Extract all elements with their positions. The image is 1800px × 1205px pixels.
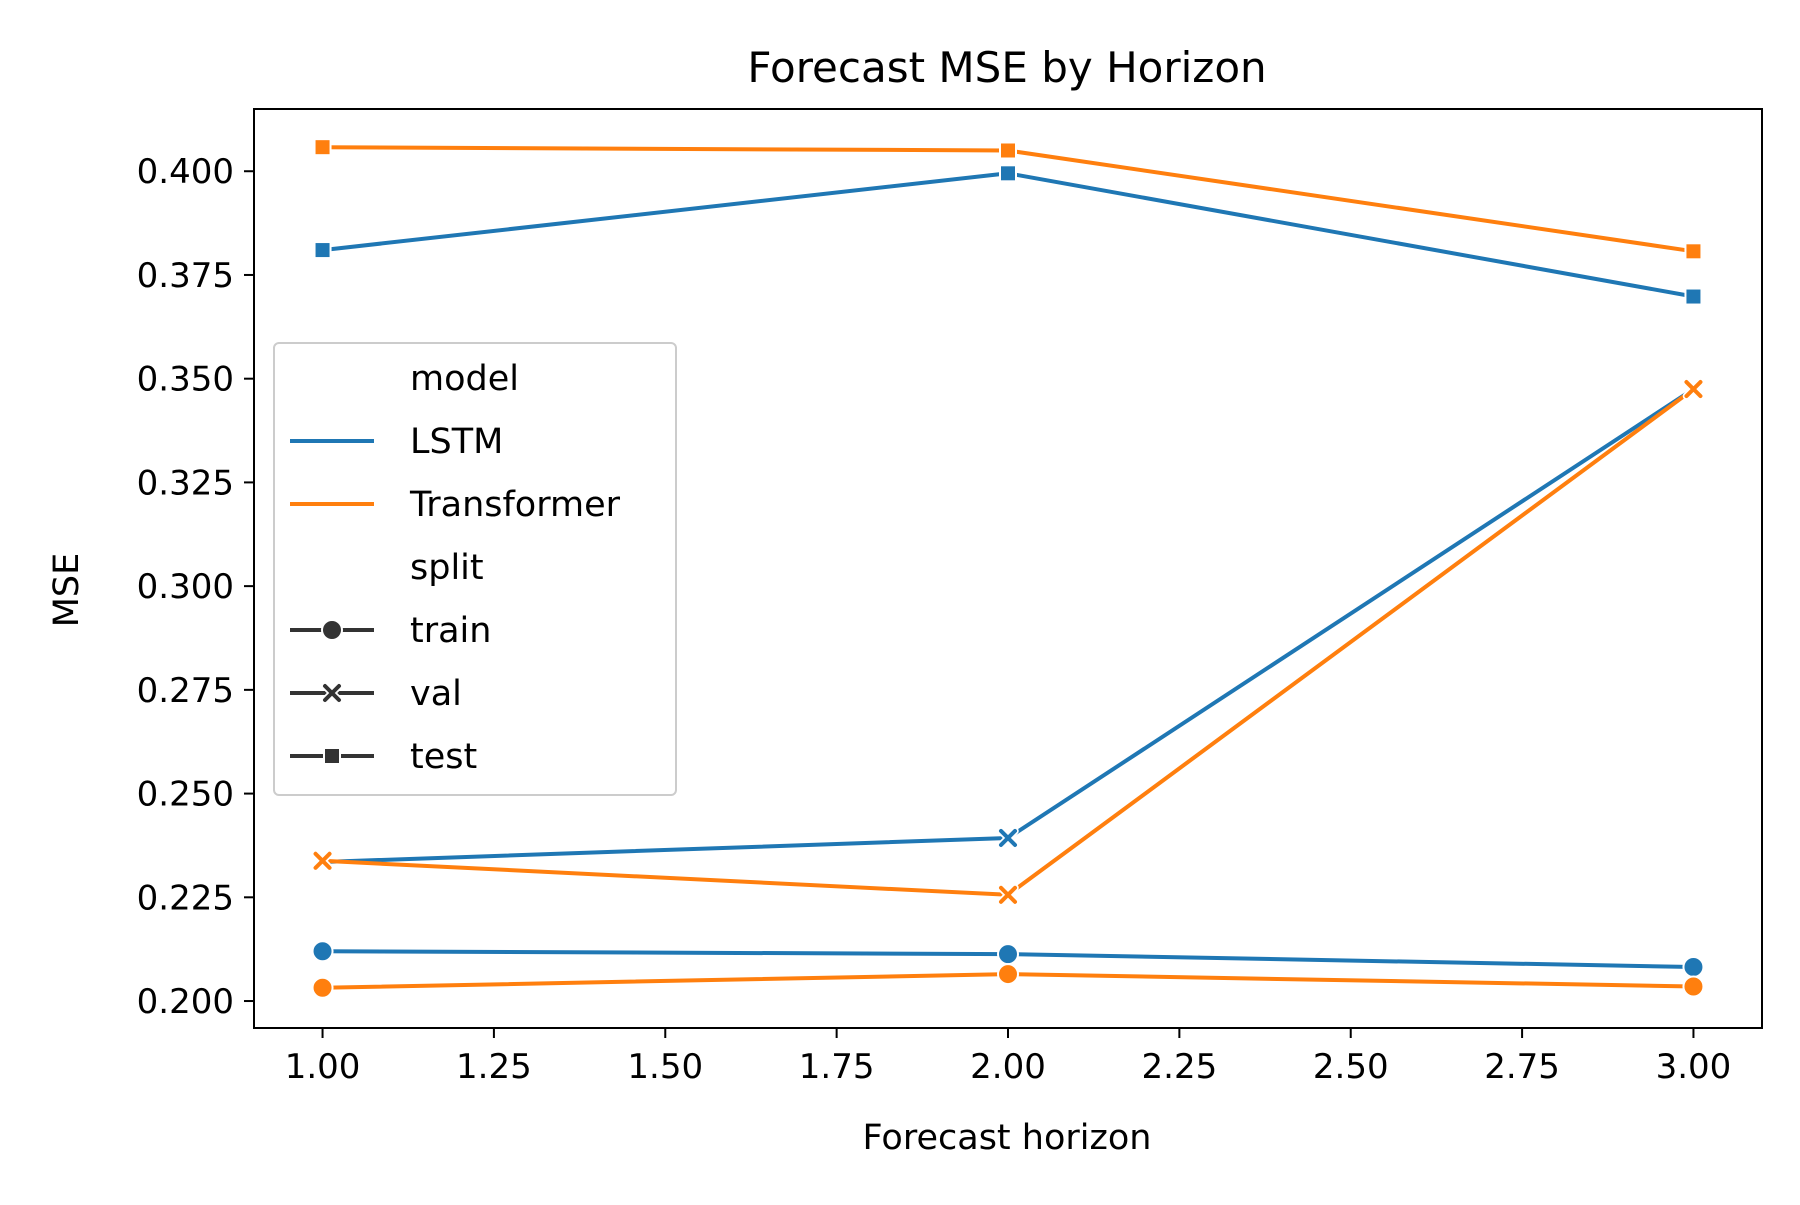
data-point-transformer-train-2 (997, 963, 1019, 986)
y-tick-label: 0.275 (137, 671, 234, 711)
x-tick-label: 1.50 (627, 1047, 703, 1087)
legend-item-test-label: test (410, 737, 477, 777)
x-tick-label: 3.00 (1656, 1047, 1732, 1087)
legend-item-val-marker-stroke (323, 684, 341, 702)
x-tick-label: 2.25 (1142, 1047, 1218, 1087)
x-tick-label: 1.25 (456, 1047, 532, 1087)
y-tick-label: 0.200 (137, 982, 234, 1022)
data-point-transformer-train-3 (1682, 975, 1705, 998)
chart-title: Forecast MSE by Horizon (747, 43, 1266, 92)
data-point-transformer-val-2-stroke (999, 885, 1017, 904)
data-point-lstm-test-1 (313, 241, 332, 260)
legend-item-train-label: train (410, 611, 491, 651)
data-point-transformer-test-1 (313, 138, 332, 157)
data-point-transformer-val-3-stroke (1684, 380, 1703, 399)
data-point-transformer-val-2 (997, 884, 1019, 906)
data-point-transformer-val-1-stroke (313, 851, 332, 870)
y-tick-label: 0.325 (137, 463, 234, 503)
x-tick-label: 2.75 (1484, 1047, 1560, 1087)
legend-item-test-marker (323, 747, 341, 765)
x-axis-title: Forecast horizon (863, 1118, 1152, 1158)
legend-item-train-marker (321, 619, 343, 641)
y-tick-label: 0.250 (137, 775, 234, 815)
data-point-transformer-train-1 (311, 976, 334, 999)
data-point-lstm-val-2-stroke (999, 828, 1017, 847)
y-tick-label: 0.225 (137, 878, 234, 918)
x-tick-label: 2.50 (1313, 1047, 1389, 1087)
y-tick-label: 0.300 (137, 567, 234, 607)
legend: model LSTM Transformer split train val test (273, 342, 677, 796)
data-point-transformer-val-3 (1682, 378, 1705, 400)
x-tick-label: 1.00 (285, 1047, 361, 1087)
data-point-transformer-val-1 (311, 850, 334, 872)
legend-item-val-marker (321, 682, 343, 704)
legend-item-val-label: val (410, 674, 462, 714)
axes-layer: 1.00 1.25 1.50 1.75 2.00 2.25 2.50 2.75 3.00 0.20… (137, 108, 1763, 1087)
data-point-lstm-train-3 (1682, 956, 1705, 979)
data-point-lstm-val-2 (997, 827, 1019, 849)
data-layer (311, 138, 1705, 999)
y-tick-label: 0.350 (137, 360, 234, 400)
series-line-transformer-test (320, 145, 1696, 254)
y-tick-label: 0.400 (137, 152, 234, 192)
x-tick-label: 2.00 (970, 1047, 1046, 1087)
y-axis-title: MSE (47, 553, 87, 628)
data-point-transformer-test-3 (1684, 242, 1703, 261)
legend-item-transformer-label: Transformer (409, 485, 621, 525)
data-point-lstm-train-2 (997, 943, 1019, 966)
legend-title-split-label: split (410, 548, 484, 588)
data-point-lstm-train-1 (311, 940, 334, 963)
data-point-transformer-test-2 (999, 141, 1017, 160)
y-tick-label: 0.375 (137, 256, 234, 296)
data-point-lstm-test-3 (1684, 287, 1703, 306)
series-line-lstm-test (320, 171, 1696, 299)
legend-box (273, 342, 677, 796)
data-point-lstm-test-2 (999, 164, 1017, 183)
legend-item-lstm-label: LSTM (410, 422, 503, 462)
legend-title-model-label: model (410, 359, 519, 399)
x-tick-label: 1.75 (799, 1047, 875, 1087)
